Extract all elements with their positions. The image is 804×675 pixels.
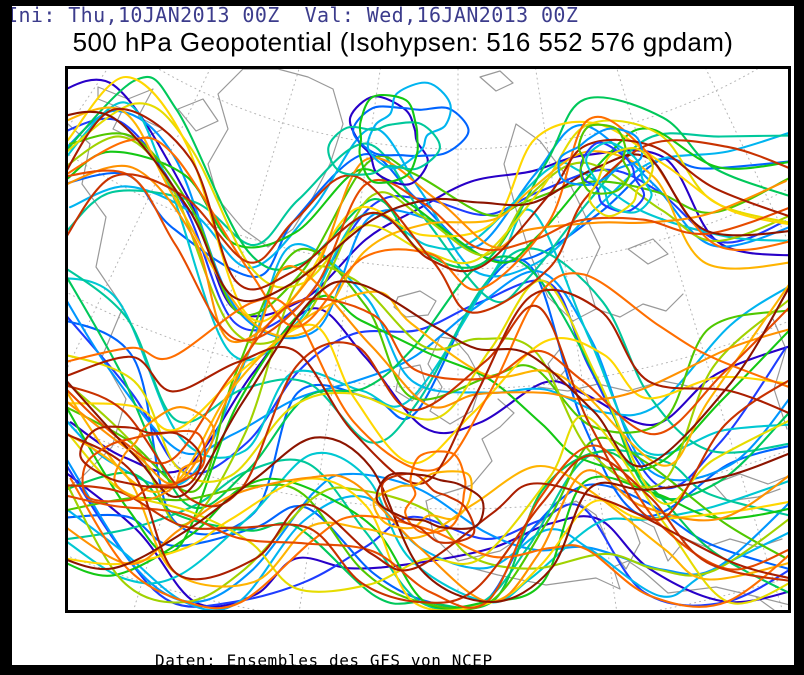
ensemble-contours	[68, 75, 788, 610]
page-frame: Ini: Thu,10JAN2013 00Z Val: Wed,16JAN201…	[12, 6, 794, 665]
graticule-lines	[68, 69, 788, 610]
credits-data-source: Daten: Ensembles des GFS von NCEP	[155, 651, 493, 666]
credits-block: Daten: Ensembles des GFS von NCEP (C) We…	[155, 623, 493, 666]
map-frame	[65, 66, 791, 613]
page-title: 500 hPa Geopotential (Isohypsen: 516 552…	[72, 27, 734, 57]
weather-map	[68, 69, 788, 610]
init-valid-line: Ini: Thu,10JAN2013 00Z Val: Wed,16JAN201…	[12, 6, 579, 27]
